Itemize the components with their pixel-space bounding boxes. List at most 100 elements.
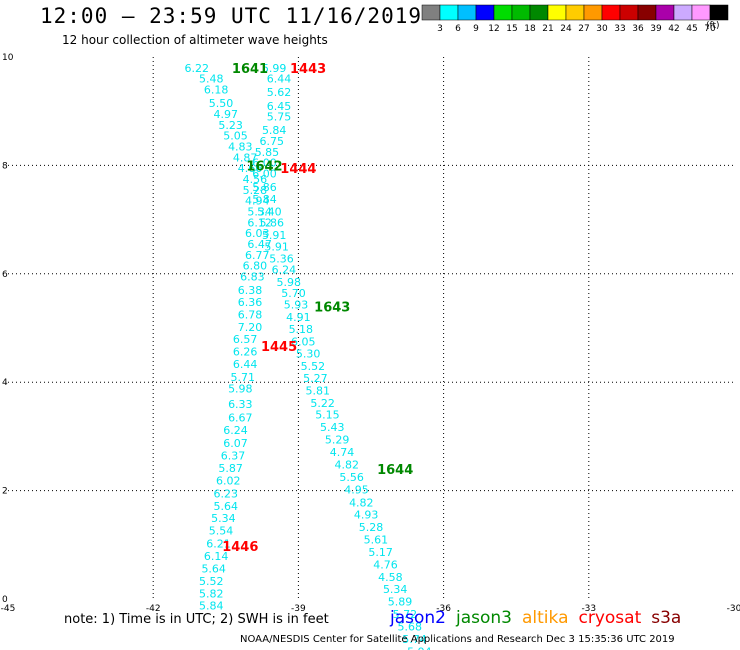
data-point-label: 6.45 bbox=[267, 100, 292, 113]
data-point-label: 6.22 bbox=[185, 62, 210, 75]
footer-credit: NOAA/NESDIS Center for Satellite Applica… bbox=[240, 634, 675, 645]
data-point-label: 6.26 bbox=[233, 345, 258, 358]
legend-s3a: s3a bbox=[651, 608, 682, 628]
data-point-label: 5.82 bbox=[199, 588, 224, 601]
y-tick-label: 4 bbox=[2, 378, 8, 388]
data-point-label: 6.33 bbox=[228, 398, 253, 411]
data-point-label: 6.00 bbox=[252, 157, 277, 170]
legend-cryosat: cryosat bbox=[578, 608, 642, 628]
colorbar-swatch bbox=[529, 4, 549, 21]
data-point-label: 6.18 bbox=[204, 84, 229, 97]
colorbar-swatch bbox=[583, 4, 603, 21]
data-point-label: 6.83 bbox=[240, 271, 265, 284]
y-tick-label: 0 bbox=[2, 595, 8, 605]
data-point-label: 5.05 bbox=[223, 130, 248, 143]
track-label: 1444 bbox=[280, 162, 316, 177]
data-point-label: 4.66 bbox=[238, 162, 263, 175]
data-point-label: 5.29 bbox=[325, 434, 350, 447]
data-point-label: 6.02 bbox=[216, 474, 241, 487]
colorbar-swatch bbox=[475, 4, 495, 21]
data-point-label: 5.30 bbox=[296, 347, 321, 360]
data-point-label: 5.64 bbox=[201, 563, 226, 576]
colorbar-swatch bbox=[655, 4, 675, 21]
data-point-label: 5.23 bbox=[218, 119, 243, 132]
colorbar-label: 42 bbox=[668, 24, 679, 34]
data-point-label: 5.28 bbox=[243, 184, 268, 197]
data-point-label: 4.74 bbox=[330, 446, 355, 459]
data-point-label: 5.98 bbox=[228, 383, 253, 396]
colorbar-swatch bbox=[709, 4, 729, 21]
x-tick-label: -45 bbox=[1, 604, 16, 614]
data-point-label: 4.87 bbox=[233, 151, 258, 164]
colorbar-label: 12 bbox=[488, 24, 499, 34]
colorbar-label: 21 bbox=[542, 24, 553, 34]
data-point-label: 6.78 bbox=[238, 308, 263, 321]
legend-jason3: jason3 bbox=[456, 608, 512, 628]
colorbar-swatch bbox=[691, 4, 711, 21]
track-label: 1446 bbox=[222, 540, 258, 555]
data-point-label: 4.95 bbox=[344, 484, 369, 497]
data-point-label: 5.48 bbox=[199, 73, 224, 86]
data-point-label: 5.75 bbox=[267, 111, 292, 124]
colorbar-label: 6 bbox=[455, 24, 461, 34]
data-point-label: 5.62 bbox=[267, 86, 292, 99]
data-point-label: 5.94 bbox=[407, 646, 432, 650]
data-point-label: 6.37 bbox=[221, 449, 246, 462]
data-point-label: 5.17 bbox=[368, 546, 393, 559]
colorbar-label: 18 bbox=[524, 24, 536, 34]
data-point-label: 6.05 bbox=[291, 336, 316, 349]
data-point-label: 4.82 bbox=[335, 459, 360, 472]
colorbar-label: 33 bbox=[614, 24, 625, 34]
data-point-label: 6.57 bbox=[233, 333, 258, 346]
colorbar-label: 70 bbox=[704, 24, 716, 34]
colorbar-swatch bbox=[457, 4, 477, 21]
data-point-label: 6.23 bbox=[214, 487, 239, 500]
y-tick-label: 10 bbox=[2, 53, 14, 63]
data-point-label: 4.83 bbox=[228, 140, 253, 153]
data-point-label: 4.93 bbox=[354, 508, 379, 521]
x-tick-label: -42 bbox=[146, 604, 161, 614]
data-point-label: 4.56 bbox=[243, 173, 268, 186]
data-point-label: 5.99 bbox=[262, 62, 287, 75]
data-point-label: 5.84 bbox=[262, 124, 287, 137]
colorbar-swatch bbox=[565, 4, 585, 21]
data-point-label: 5.40 bbox=[257, 205, 282, 218]
data-point-label: 5.15 bbox=[315, 409, 340, 422]
data-point-label: 5.36 bbox=[269, 253, 294, 266]
data-point-label: 6.21 bbox=[206, 538, 231, 551]
data-point-label: 5.64 bbox=[214, 500, 239, 513]
data-point-label: 5.86 bbox=[260, 216, 285, 229]
data-point-label: 5.85 bbox=[255, 146, 280, 159]
data-point-label: 5.34 bbox=[383, 583, 408, 596]
data-point-label: 5.91 bbox=[262, 229, 287, 242]
colorbar-swatch bbox=[673, 4, 693, 21]
data-point-label: 6.14 bbox=[204, 550, 229, 563]
data-point-label: 5.89 bbox=[388, 596, 413, 609]
data-point-label: 5.84 bbox=[252, 193, 277, 206]
track-label: 1643 bbox=[314, 300, 350, 315]
track-label: 1443 bbox=[290, 62, 326, 77]
colorbar-label: 9 bbox=[473, 24, 479, 34]
data-point-label: 5.70 bbox=[281, 287, 306, 300]
data-point-label: 6.38 bbox=[238, 284, 263, 297]
data-point-label: 5.81 bbox=[306, 384, 331, 397]
track-label: 1642 bbox=[246, 159, 282, 174]
colorbar-swatch bbox=[637, 4, 657, 21]
legend-altika: altika bbox=[522, 608, 569, 628]
data-point-label: 5.87 bbox=[218, 462, 243, 475]
colorbar-swatch bbox=[421, 4, 441, 21]
x-tick-label: -39 bbox=[291, 604, 306, 614]
data-point-label: 6.12 bbox=[247, 216, 272, 229]
data-point-label: 4.58 bbox=[378, 571, 403, 584]
data-point-label: 5.54 bbox=[209, 525, 234, 538]
data-point-label: 4.94 bbox=[245, 195, 270, 208]
data-point-label: 6.47 bbox=[247, 238, 272, 251]
data-point-label: 5.18 bbox=[289, 323, 314, 336]
chart-subtitle: 12 hour collection of altimeter wave hei… bbox=[62, 33, 328, 47]
colorbar-swatch bbox=[439, 4, 459, 21]
colorbar-swatch bbox=[511, 4, 531, 21]
data-point-label: 5.28 bbox=[359, 521, 384, 534]
colorbar-label: 39 bbox=[650, 24, 662, 34]
data-point-label: 6.67 bbox=[228, 411, 253, 424]
